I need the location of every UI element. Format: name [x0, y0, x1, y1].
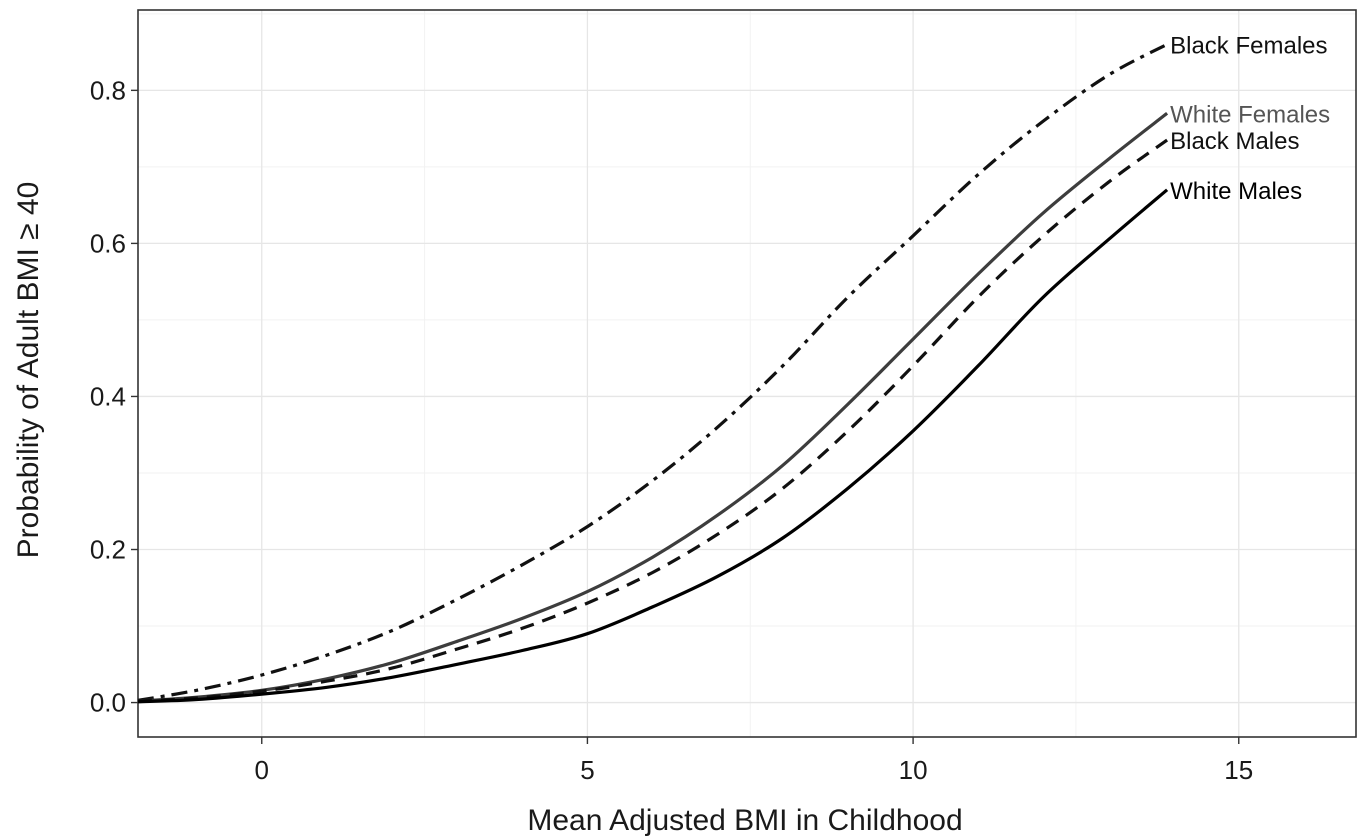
y-axis-title: Probability of Adult BMI ≥ 40	[12, 182, 45, 559]
x-tick-label: 15	[1224, 755, 1253, 785]
y-tick-label: 0.6	[90, 228, 126, 258]
y-tick-label: 0.4	[90, 381, 126, 411]
x-tick-label: 5	[580, 755, 594, 785]
plot-panel-border	[137, 9, 1357, 738]
x-tick-label: 10	[899, 755, 928, 785]
gridlines	[138, 10, 1356, 737]
x-axis: 0 5 10 15	[255, 737, 1253, 785]
series-line-white-females	[137, 112, 1169, 703]
y-tick-label: 0.0	[90, 688, 126, 718]
x-axis-title: Mean Adjusted BMI in Childhood	[527, 804, 962, 837]
x-tick-label: 0	[255, 755, 269, 785]
series-line-black-females	[137, 42, 1168, 702]
y-axis: 0.0 0.2 0.4 0.6 0.8	[90, 75, 138, 718]
y-tick-label: 0.2	[90, 535, 126, 565]
y-tick-label: 0.8	[90, 75, 126, 105]
series-label-black-females: Black Females	[1170, 32, 1327, 59]
series-label-black-males: Black Males	[1170, 128, 1299, 155]
series-label-white-females: White Females	[1170, 101, 1330, 128]
series-lines	[137, 42, 1169, 704]
series-line-black-males	[137, 138, 1169, 703]
series-label-white-males: White Males	[1170, 178, 1302, 205]
series-line-white-males	[137, 188, 1169, 704]
